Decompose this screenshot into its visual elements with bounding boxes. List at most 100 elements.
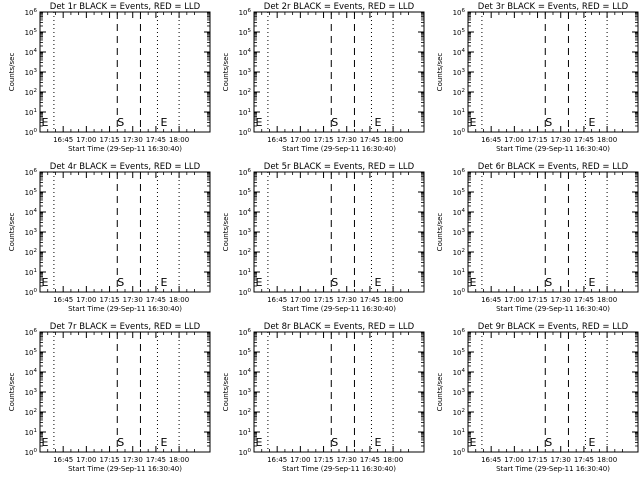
plot-frame <box>39 331 211 453</box>
event-marker-e: E <box>42 436 49 449</box>
x-tick-label: 17:00 <box>76 296 96 304</box>
y-axis-label: Counts/sec <box>8 53 16 92</box>
y-tick-label: 101 <box>25 108 37 117</box>
y-tick-label: 105 <box>453 188 466 197</box>
panel-title: Det 8r BLACK = Events, RED = LLD <box>264 322 415 332</box>
plot-frame <box>253 11 425 133</box>
y-tick-label: 100 <box>239 448 252 457</box>
panel-det-9: Det 9r BLACK = Events, RED = LLD 100 101 10… <box>436 322 639 473</box>
x-tick-label: 17:00 <box>290 296 310 304</box>
x-tick-label: 17:15 <box>527 296 547 304</box>
x-tick-label: 17:45 <box>146 456 166 464</box>
x-tick-label: 18:00 <box>597 296 617 304</box>
event-marker-e: E <box>589 116 596 129</box>
y-tick-label: 102 <box>453 248 465 257</box>
y-tick-label: 105 <box>25 188 38 197</box>
x-tick-label: 18:00 <box>383 456 403 464</box>
y-tick-label: 102 <box>239 408 251 417</box>
y-tick-label: 106 <box>453 328 466 337</box>
x-tick-label: 16:45 <box>481 296 501 304</box>
x-tick-label: 17:45 <box>574 456 594 464</box>
x-tick-label: 17:00 <box>504 136 524 144</box>
y-tick-label: 100 <box>25 448 38 457</box>
x-tick-label: 16:45 <box>267 136 287 144</box>
x-tick-label: 16:45 <box>267 456 287 464</box>
event-marker-e: E <box>42 276 49 289</box>
y-tick-label: 100 <box>25 128 38 137</box>
x-axis-label: Start Time (29-Sep-11 16:30:40) <box>496 305 610 313</box>
y-tick-label: 103 <box>239 388 252 397</box>
event-marker-s: S <box>331 436 338 449</box>
x-tick-label: 16:45 <box>481 136 501 144</box>
y-tick-label: 101 <box>25 428 37 437</box>
x-tick-label: 17:00 <box>76 136 96 144</box>
event-marker-e: E <box>470 116 477 129</box>
x-tick-label: 17:15 <box>527 456 547 464</box>
event-marker-s: S <box>331 276 338 289</box>
y-tick-label: 105 <box>25 348 38 357</box>
x-tick-label: 17:15 <box>313 136 333 144</box>
event-marker-e: E <box>256 276 263 289</box>
plot-frame <box>253 171 425 293</box>
y-tick-label: 105 <box>25 28 38 37</box>
x-tick-label: 18:00 <box>169 456 189 464</box>
x-axis-label: Start Time (29-Sep-11 16:30:40) <box>68 145 182 153</box>
y-tick-label: 100 <box>453 448 466 457</box>
y-tick-label: 106 <box>453 168 466 177</box>
y-axis-label: Counts/sec <box>8 373 16 412</box>
y-tick-label: 105 <box>239 28 252 37</box>
panel-det-2: Det 2r BLACK = Events, RED = LLD 100 101 10… <box>222 2 425 153</box>
x-tick-label: 18:00 <box>383 136 403 144</box>
x-axis-label: Start Time (29-Sep-11 16:30:40) <box>282 465 396 473</box>
y-tick-label: 100 <box>239 288 252 297</box>
y-axis-label: Counts/sec <box>222 373 230 412</box>
y-tick-label: 105 <box>453 348 466 357</box>
x-tick-label: 17:15 <box>99 136 119 144</box>
y-axis-label: Counts/sec <box>436 213 444 252</box>
panel-title: Det 7r BLACK = Events, RED = LLD <box>50 322 201 332</box>
event-marker-e: E <box>161 436 168 449</box>
y-tick-label: 106 <box>25 168 38 177</box>
x-tick-label: 17:15 <box>313 296 333 304</box>
y-tick-label: 104 <box>25 368 38 377</box>
x-tick-label: 17:00 <box>504 456 524 464</box>
panel-det-3: Det 3r BLACK = Events, RED = LLD 100 101 10… <box>436 2 639 153</box>
panel-title: Det 2r BLACK = Events, RED = LLD <box>264 2 415 12</box>
x-tick-label: 17:00 <box>290 456 310 464</box>
y-tick-label: 102 <box>25 248 37 257</box>
y-tick-label: 101 <box>453 268 465 277</box>
x-axis-label: Start Time (29-Sep-11 16:30:40) <box>68 465 182 473</box>
y-tick-label: 101 <box>239 108 251 117</box>
y-tick-label: 103 <box>239 68 252 77</box>
y-axis-label: Counts/sec <box>222 213 230 252</box>
panel-title: Det 3r BLACK = Events, RED = LLD <box>478 2 629 12</box>
y-tick-label: 100 <box>453 288 466 297</box>
x-axis-label: Start Time (29-Sep-11 16:30:40) <box>68 305 182 313</box>
x-tick-label: 17:45 <box>360 456 380 464</box>
x-tick-label: 17:15 <box>527 136 547 144</box>
y-axis-label: Counts/sec <box>222 53 230 92</box>
y-tick-label: 104 <box>239 368 252 377</box>
x-tick-label: 17:30 <box>123 296 143 304</box>
y-tick-label: 105 <box>453 28 466 37</box>
x-tick-label: 17:45 <box>360 296 380 304</box>
plot-frame <box>39 11 211 133</box>
event-marker-s: S <box>331 116 338 129</box>
y-tick-label: 103 <box>25 228 38 237</box>
event-marker-s: S <box>117 276 124 289</box>
event-marker-e: E <box>161 116 168 129</box>
plot-frame <box>467 331 639 453</box>
y-tick-label: 103 <box>453 388 466 397</box>
x-tick-label: 18:00 <box>169 136 189 144</box>
y-tick-label: 106 <box>453 8 466 17</box>
x-axis-label: Start Time (29-Sep-11 16:30:40) <box>282 305 396 313</box>
x-tick-label: 17:45 <box>574 296 594 304</box>
x-tick-label: 17:15 <box>99 296 119 304</box>
y-tick-label: 104 <box>25 48 38 57</box>
panel-title: Det 6r BLACK = Events, RED = LLD <box>478 162 629 172</box>
event-marker-e: E <box>470 276 477 289</box>
x-tick-label: 17:00 <box>76 456 96 464</box>
panel-title: Det 1r BLACK = Events, RED = LLD <box>50 2 201 12</box>
y-tick-label: 102 <box>239 248 251 257</box>
